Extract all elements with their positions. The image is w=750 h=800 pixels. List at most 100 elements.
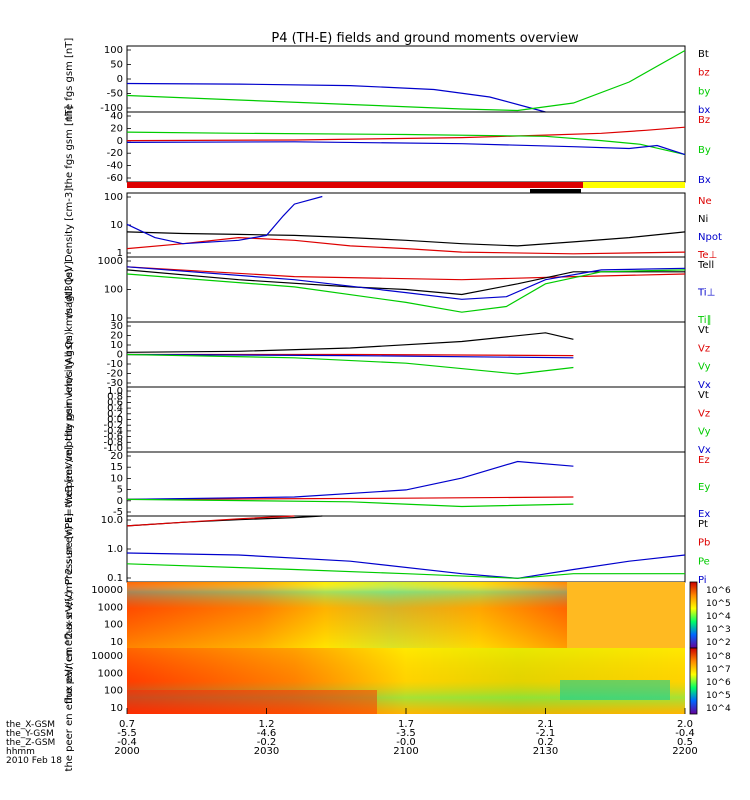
panel-4: 1000 100 10 magt3 [eV] Tell Ti⊥ Ti∥ (64, 256, 715, 326)
legend-entry: Pi (698, 575, 707, 586)
y-tick-label: 100 (104, 192, 123, 203)
y-tick-label: -30 (107, 378, 123, 389)
y-tick-label: 10 (110, 637, 123, 648)
panel-9: 10000 1000 100 10 the peir en eflux eV/(cm^2… (64, 526, 731, 704)
y-tick-label: 10 (110, 313, 123, 324)
series-Bz (126, 126, 686, 142)
y-tick-label: -20 (107, 148, 123, 159)
x-tick-value: -0.4 (117, 737, 137, 748)
x-tick-value: 1.7 (398, 719, 414, 730)
y-tick-label: -0.8 (103, 437, 123, 448)
y-tick-label: -0.4 (103, 426, 123, 437)
y-axis-label: the fgs gsm [nT] (64, 106, 75, 189)
series-Pi (126, 552, 686, 579)
series-Ey (126, 498, 574, 508)
x-tick-value: 0.5 (677, 737, 693, 748)
y-tick-label: 1.0 (107, 386, 123, 397)
x-tick-value: -0.2 (257, 737, 277, 748)
electron-spectrogram (127, 648, 685, 714)
colorbars (689, 581, 698, 715)
panel-8: 10.0 1.0 0.1 Pressure [nPa] Pt Pb Pe Pi (64, 513, 710, 586)
y-tick-label: -5 (113, 507, 123, 518)
panel-3: 100 10 1 Density [cm-3] Ne Ni Npot Te⊥ (64, 188, 722, 262)
panel-frame (126, 386, 686, 453)
series-Pe (126, 563, 685, 579)
y-axis-label: the fgs gsm [nT] (64, 38, 75, 121)
legend-entry: Vx (698, 380, 711, 391)
x-tick-value: -5.5 (117, 728, 137, 739)
x-row-label: hhmm (6, 747, 35, 757)
y-tick-label: 1000 (98, 256, 123, 267)
x-row-label: the_X-GSM (6, 720, 55, 730)
y-tick-label: -100 (100, 103, 123, 114)
x-tick-value: 2.1 (538, 719, 554, 730)
y-tick-label: 100 (104, 45, 123, 56)
colorbar-tick: 10^4 (706, 612, 731, 622)
legend-entry: Pt (698, 519, 708, 530)
x-row-label: the_Y-GSM (6, 729, 54, 739)
y-tick-label: 0.0 (107, 415, 123, 426)
mode-bar-red (127, 182, 583, 188)
legend-entry: Pb (698, 538, 710, 549)
x-tick-value: -3.5 (396, 728, 416, 739)
y-tick-label: 10.0 (101, 515, 123, 526)
panel-frame (126, 45, 686, 113)
y-tick-label: 1.0 (107, 544, 123, 555)
legend-entry: Vz (698, 408, 710, 419)
series-Pb (126, 515, 295, 527)
legend-entry: Ne (698, 196, 712, 207)
y-tick-label: -40 (107, 161, 123, 172)
legend-entry: Ez (698, 455, 710, 466)
panel-frame (126, 515, 686, 583)
x-tick-value: 2200 (672, 746, 697, 757)
y-tick-label: -0.6 (103, 432, 123, 443)
ion-colorbar (689, 581, 698, 649)
y-tick-label: 1000 (98, 668, 123, 679)
legend-entry: Vt (698, 390, 709, 401)
series-bx (126, 82, 546, 113)
panel-10: 10000 1000 100 10 the peer en eflux eV/(cm^2… (64, 590, 731, 771)
colorbar-tick: 10^5 (706, 691, 731, 701)
legend-entry: Pe (698, 556, 710, 567)
x-tick-value: 2030 (254, 746, 279, 757)
y-tick-label: 0.8 (107, 392, 123, 403)
colorbar-tick: 10^7 (706, 665, 731, 675)
y-axis-label: E=-VxB [mV/m] (64, 445, 75, 523)
y-tick-label: 0.6 (107, 397, 123, 408)
legend-entry: Ti∥ (697, 315, 712, 326)
panel-6: 1.00.80.60.40.20.0-0.2-0.4-0.6-0.8-1.0 th… (64, 331, 711, 507)
legend-entry: Bx (698, 175, 711, 186)
series-Tpar (126, 269, 686, 313)
legend-entry: By (698, 145, 711, 156)
x-tick-value: 0.2 (538, 737, 554, 748)
legend-entry: Vx (698, 445, 711, 456)
legend-entry: Vt (698, 325, 709, 336)
y-tick-label: 0.1 (107, 573, 123, 584)
colorbar-tick: 10^8 (706, 652, 731, 662)
legend-entry: Ey (698, 482, 710, 493)
legend-entry: Te⊥ (697, 250, 717, 261)
series-Ex (126, 460, 574, 500)
legend-entry: Vz (698, 343, 710, 354)
legend-entry: Bt (698, 49, 709, 60)
series-Ne (126, 236, 686, 255)
y-tick-label: 0.2 (107, 409, 123, 420)
y-tick-label: -10 (107, 359, 123, 370)
y-tick-label: 20 (110, 123, 123, 134)
ion-spectrogram-late-shade (567, 582, 685, 648)
mode-bar-yellow (583, 182, 685, 188)
legend-entry: Tell (697, 260, 714, 271)
y-tick-label: 10 (110, 703, 123, 714)
x-row-label: 2010 Feb 18 (6, 756, 62, 766)
x-tick-value: 2.0 (677, 719, 693, 730)
y-tick-label: 20 (110, 331, 123, 342)
panel-frame (126, 192, 686, 258)
x-tick-value: 1.2 (259, 719, 275, 730)
y-tick-label: 100 (104, 686, 123, 697)
y-tick-label: 0 (117, 74, 123, 85)
x-tick-value: 2100 (393, 746, 418, 757)
